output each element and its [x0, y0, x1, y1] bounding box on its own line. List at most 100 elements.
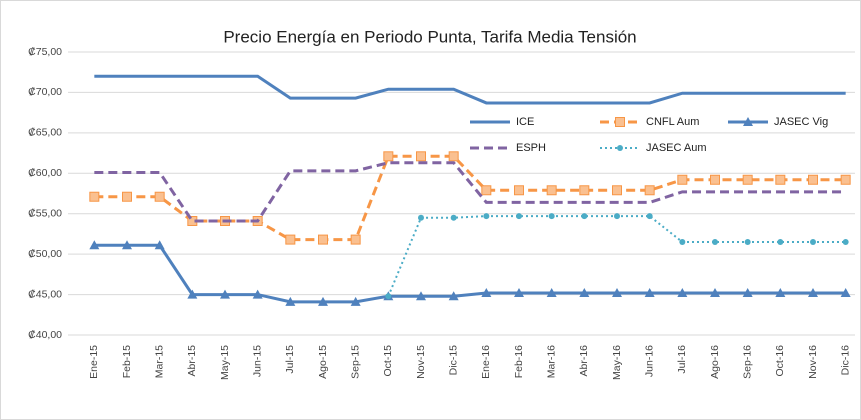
point-marker	[840, 174, 851, 185]
point-marker	[840, 287, 851, 297]
point-marker	[481, 185, 492, 196]
point-marker	[448, 291, 459, 301]
point-marker	[842, 239, 849, 246]
point-marker	[318, 234, 328, 245]
point-marker	[775, 287, 786, 297]
point-marker	[546, 185, 557, 196]
point-marker	[710, 174, 720, 185]
point-marker	[579, 287, 590, 297]
point-marker	[285, 296, 296, 306]
point-marker	[710, 287, 720, 297]
x-tick-label: Oct-16	[774, 345, 786, 377]
x-tick-label: Abr-16	[578, 345, 590, 377]
point-marker	[252, 289, 263, 299]
x-tick-label: Jul-16	[676, 345, 688, 374]
point-marker	[744, 239, 751, 246]
point-marker	[383, 151, 394, 162]
point-marker	[644, 185, 655, 196]
point-marker	[646, 213, 653, 220]
series-line	[94, 74, 846, 105]
legend-label: ESPH	[516, 142, 546, 154]
x-tick-label: Sep-15	[349, 345, 361, 379]
x-tick-label: Abr-15	[186, 345, 198, 377]
legend-marker	[617, 145, 623, 151]
point-marker	[122, 240, 132, 250]
x-tick-label: Ene-16	[480, 345, 492, 379]
point-marker	[612, 287, 622, 297]
point-marker	[644, 287, 655, 297]
point-marker	[579, 185, 590, 196]
point-marker	[581, 213, 588, 220]
x-tick-label: May-16	[611, 345, 623, 380]
point-marker	[154, 240, 165, 250]
point-marker	[614, 213, 620, 220]
point-marker	[220, 289, 230, 299]
x-tick-label: Dic-15	[447, 345, 459, 376]
x-tick-label: Dic-16	[839, 345, 851, 376]
legend-label: JASEC Vig	[774, 116, 828, 128]
point-marker	[777, 239, 784, 246]
point-marker	[808, 287, 818, 297]
point-marker	[775, 174, 786, 185]
x-tick-label: Sep-16	[741, 345, 753, 379]
point-marker	[612, 185, 622, 196]
point-marker	[679, 239, 686, 246]
x-tick-label: Feb-15	[121, 345, 133, 378]
point-marker	[89, 191, 100, 202]
point-marker	[418, 214, 424, 221]
x-tick-label: Jun-16	[643, 345, 655, 377]
point-marker	[483, 213, 490, 220]
legend-label: CNFL Aum	[646, 116, 699, 128]
point-marker	[122, 191, 132, 202]
point-marker	[89, 240, 100, 250]
y-tick-label: ₡60,00	[28, 167, 62, 179]
x-tick-label: Mar-15	[153, 345, 165, 378]
series-line	[94, 154, 846, 242]
point-marker	[514, 185, 524, 196]
point-marker	[318, 296, 328, 306]
x-tick-label: Feb-16	[513, 345, 525, 378]
point-marker	[742, 174, 753, 185]
y-tick-label: ₡75,00	[28, 46, 62, 58]
y-tick-label: ₡65,00	[28, 127, 62, 139]
legend-marker	[615, 117, 625, 127]
point-marker	[350, 234, 361, 245]
point-marker	[187, 289, 198, 299]
point-marker	[712, 239, 718, 246]
x-tick-label: May-15	[219, 345, 231, 380]
x-tick-label: Ene-15	[88, 345, 100, 379]
point-marker	[677, 287, 688, 297]
series-line	[94, 243, 846, 304]
point-marker	[808, 174, 818, 185]
x-tick-label: Nov-15	[415, 345, 427, 379]
point-marker	[448, 151, 459, 162]
point-marker	[154, 191, 165, 202]
y-tick-label: ₡50,00	[28, 248, 62, 260]
x-tick-label: Jun-15	[251, 345, 263, 377]
x-tick-label: Nov-16	[807, 345, 819, 379]
point-marker	[514, 287, 524, 297]
y-tick-label: ₡45,00	[28, 288, 62, 300]
x-tick-label: Ago-15	[317, 345, 329, 379]
y-tick-label: ₡55,00	[28, 207, 62, 219]
x-tick-label: Ago-16	[709, 345, 721, 379]
point-marker	[285, 234, 296, 245]
point-marker	[481, 287, 492, 297]
y-tick-label: ₡40,00	[28, 329, 62, 341]
x-tick-label: Oct-15	[382, 345, 394, 377]
point-marker	[350, 296, 361, 306]
point-marker	[450, 214, 457, 221]
series-line	[94, 161, 846, 223]
x-tick-label: Jul-15	[284, 345, 296, 374]
point-marker	[548, 213, 555, 220]
x-tick-label: Mar-16	[545, 345, 557, 378]
legend-marker	[743, 117, 753, 126]
point-marker	[516, 213, 522, 220]
point-marker	[810, 239, 816, 246]
point-marker	[385, 293, 392, 300]
point-marker	[416, 151, 426, 162]
point-marker	[546, 287, 557, 297]
